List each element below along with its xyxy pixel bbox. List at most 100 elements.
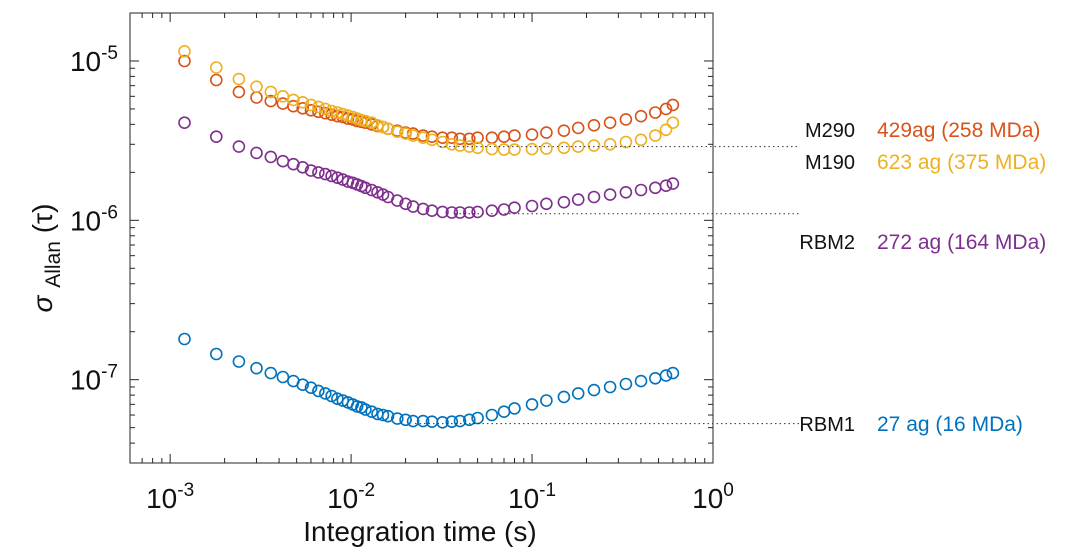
data-point-m290 (571, 121, 585, 135)
data-point-rbm2 (250, 146, 263, 160)
data-point-rbm2 (659, 179, 673, 192)
data-point-rbm2 (453, 206, 467, 219)
y-tick-label-base: 10 (70, 365, 101, 396)
data-point-m290 (508, 129, 521, 142)
data-point-rbm1 (406, 414, 420, 428)
data-point-rbm1 (178, 332, 191, 346)
data-point-m190 (325, 104, 338, 118)
data-point-rbm2 (312, 166, 325, 179)
data-point-rbm1 (436, 415, 449, 429)
data-point-rbm2 (587, 190, 601, 204)
data-point-m290 (318, 106, 332, 120)
data-point-rbm1 (497, 405, 511, 419)
data-point-m290 (497, 130, 511, 143)
x-tick-label-base: 10 (146, 483, 177, 514)
data-point-rbm2 (304, 164, 318, 177)
data-point-m290 (557, 124, 571, 137)
data-point-m190 (210, 61, 223, 74)
series-mass-rbm2: 272 ag (164 MDa) (877, 231, 1046, 254)
series-m190 (178, 44, 680, 156)
data-point-rbm2 (462, 206, 476, 219)
data-point-m190 (587, 139, 601, 152)
data-point-rbm1 (210, 347, 223, 361)
series-mass-rbm1: 27 ag (16 MDa) (877, 413, 1023, 436)
x-tick-label: 10-3 (146, 480, 194, 514)
data-point-rbm1 (659, 369, 673, 382)
data-point-m190 (250, 80, 263, 93)
data-point-m190 (318, 102, 332, 116)
y-tick-label-exponent: -6 (101, 202, 118, 223)
data-point-rbm2 (331, 171, 344, 184)
axis-ticks (129, 12, 714, 464)
data-point-rbm1 (359, 403, 372, 416)
series-name-rbm2: RBM2 (799, 232, 855, 254)
data-point-rbm1 (276, 370, 290, 384)
data-point-m290 (540, 126, 553, 139)
data-point-rbm2 (318, 167, 332, 181)
x-tick-label: 10-1 (508, 480, 556, 514)
data-point-rbm1 (312, 384, 325, 398)
data-point-rbm2 (232, 140, 246, 153)
series-rbm2 (178, 116, 680, 219)
data-point-rbm2 (471, 205, 484, 219)
x-tick-label-exponent: -1 (539, 480, 556, 501)
data-point-m190 (304, 98, 318, 112)
y-tick-label-base: 10 (70, 46, 101, 77)
data-point-m190 (453, 139, 467, 152)
y-axis-label-symbol: σ (27, 294, 58, 312)
data-point-rbm2 (359, 181, 372, 195)
data-point-m290 (634, 109, 648, 123)
data-point-rbm2 (390, 194, 404, 207)
data-point-m190 (399, 127, 412, 140)
series-mass-m190: 623 ag (375 MDa) (877, 151, 1046, 174)
data-point-m190 (276, 90, 290, 103)
data-point-rbm2 (325, 169, 338, 183)
data-point-rbm1 (318, 387, 332, 400)
data-point-rbm2 (276, 154, 290, 168)
y-tick-label: 10-5 (70, 43, 118, 77)
data-point-m290 (603, 116, 617, 129)
data-point-rbm1 (525, 398, 539, 411)
data-point-rbm1 (485, 408, 499, 422)
data-point-m190 (603, 138, 617, 151)
data-point-m290 (232, 85, 246, 99)
data-point-rbm2 (557, 195, 571, 209)
series-name-m190: M190 (805, 152, 855, 174)
data-point-rbm1 (557, 390, 571, 404)
y-axis-label-suffix: (τ) (27, 204, 58, 234)
data-point-m290 (304, 104, 318, 117)
series-rbm1 (178, 332, 680, 429)
data-point-rbm1 (587, 383, 601, 397)
data-point-rbm2 (341, 175, 355, 188)
x-axis-label: Integration time (s) (303, 516, 536, 547)
data-point-m190 (634, 133, 648, 147)
data-point-m290 (296, 102, 310, 115)
data-point-m190 (540, 142, 553, 155)
series-mass-m290: 429ag (258 MDa) (877, 119, 1040, 142)
data-point-m290 (471, 131, 484, 144)
data-point-rbm2 (178, 116, 191, 129)
data-point-rbm1 (666, 366, 680, 380)
data-point-rbm2 (399, 197, 412, 211)
data-point-rbm1 (250, 361, 263, 375)
x-tick-label: 100 (692, 480, 734, 514)
data-point-m290 (485, 131, 499, 144)
data-point-m190 (359, 114, 372, 128)
data-point-m190 (497, 143, 511, 156)
data-point-rbm2 (508, 201, 521, 214)
series-m290 (178, 54, 680, 146)
data-point-rbm2 (210, 130, 223, 143)
data-point-rbm1 (619, 377, 633, 391)
data-point-m190 (659, 123, 673, 137)
data-point-rbm1 (376, 408, 390, 422)
x-tick-label: 10-2 (327, 480, 375, 514)
data-point-rbm1 (603, 380, 617, 394)
data-point-rbm1 (571, 387, 585, 400)
data-point-m190 (390, 125, 404, 138)
data-point-m190 (557, 141, 571, 155)
data-point-m190 (525, 142, 539, 156)
data-point-rbm1 (648, 371, 662, 385)
data-point-m190 (436, 135, 449, 149)
x-tick-label-exponent: 0 (723, 480, 734, 501)
